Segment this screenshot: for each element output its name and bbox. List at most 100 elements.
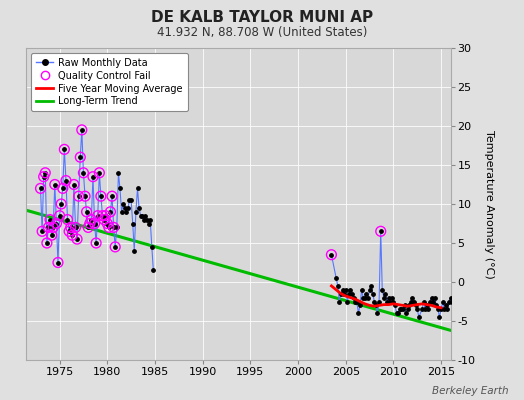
Point <box>62 178 70 184</box>
Point <box>52 220 61 227</box>
Point <box>108 193 116 199</box>
Point <box>78 127 86 133</box>
Point <box>440 306 449 312</box>
Point <box>448 298 456 305</box>
Point <box>59 185 67 192</box>
Point <box>354 310 363 316</box>
Point <box>459 224 467 230</box>
Point <box>339 286 347 293</box>
Point <box>342 286 350 293</box>
Point <box>130 248 138 254</box>
Point <box>52 220 61 227</box>
Point <box>82 209 91 215</box>
Point <box>139 216 148 223</box>
Text: 41.932 N, 88.708 W (United States): 41.932 N, 88.708 W (United States) <box>157 26 367 39</box>
Point <box>92 240 100 246</box>
Point <box>87 216 95 223</box>
Point <box>429 298 438 305</box>
Point <box>36 185 45 192</box>
Point <box>65 228 73 234</box>
Point <box>471 275 479 281</box>
Point <box>87 216 95 223</box>
Point <box>73 236 81 242</box>
Point <box>132 209 140 215</box>
Point <box>422 302 431 309</box>
Point <box>457 298 466 305</box>
Point <box>81 193 89 199</box>
Point <box>95 170 104 176</box>
Point <box>388 294 396 301</box>
Point <box>377 228 385 234</box>
Point <box>346 286 355 293</box>
Point <box>135 205 143 211</box>
Point <box>343 298 352 305</box>
Point <box>110 224 118 230</box>
Point <box>89 174 97 180</box>
Point <box>437 306 445 312</box>
Point <box>57 201 66 207</box>
Point <box>60 146 69 152</box>
Point <box>70 181 78 188</box>
Point <box>91 220 99 227</box>
Point <box>365 286 374 293</box>
Point <box>345 290 353 297</box>
Point <box>464 298 472 305</box>
Point <box>359 294 367 301</box>
Point <box>375 298 383 305</box>
Point <box>350 294 358 301</box>
Point <box>103 220 112 227</box>
Point <box>474 314 482 320</box>
Point <box>59 185 67 192</box>
Point <box>56 212 64 219</box>
Point <box>434 306 442 312</box>
Point <box>332 275 341 281</box>
Point <box>459 224 467 230</box>
Point <box>445 298 453 305</box>
Point <box>146 216 155 223</box>
Point <box>49 224 58 230</box>
Point <box>84 224 92 230</box>
Point <box>97 193 105 199</box>
Point <box>114 170 123 176</box>
Point <box>41 170 49 176</box>
Point <box>356 302 364 309</box>
Point <box>327 252 335 258</box>
Legend: Raw Monthly Data, Quality Control Fail, Five Year Moving Average, Long-Term Tren: Raw Monthly Data, Quality Control Fail, … <box>31 53 188 111</box>
Point <box>48 232 56 238</box>
Point <box>42 240 51 246</box>
Point <box>85 220 94 227</box>
Point <box>428 294 436 301</box>
Point <box>68 232 77 238</box>
Point <box>396 306 404 312</box>
Point <box>51 181 59 188</box>
Point <box>67 224 75 230</box>
Point <box>400 302 409 309</box>
Point <box>370 298 378 305</box>
Point <box>60 146 69 152</box>
Point <box>46 216 54 223</box>
Point <box>451 302 460 309</box>
Point <box>413 306 421 312</box>
Point <box>113 224 121 230</box>
Point <box>337 290 345 297</box>
Point <box>71 224 80 230</box>
Point <box>99 212 107 219</box>
Point <box>125 197 134 203</box>
Point <box>38 228 46 234</box>
Point <box>54 259 62 266</box>
Text: DE KALB TAYLOR MUNI AP: DE KALB TAYLOR MUNI AP <box>151 10 373 25</box>
Point <box>456 306 464 312</box>
Point <box>106 209 115 215</box>
Point <box>46 216 54 223</box>
Point <box>418 306 426 312</box>
Point <box>56 212 64 219</box>
Point <box>119 201 127 207</box>
Point <box>399 306 407 312</box>
Point <box>372 302 380 309</box>
Point <box>348 290 356 297</box>
Point <box>81 193 89 199</box>
Point <box>105 224 113 230</box>
Point <box>106 209 115 215</box>
Point <box>78 127 86 133</box>
Point <box>68 232 77 238</box>
